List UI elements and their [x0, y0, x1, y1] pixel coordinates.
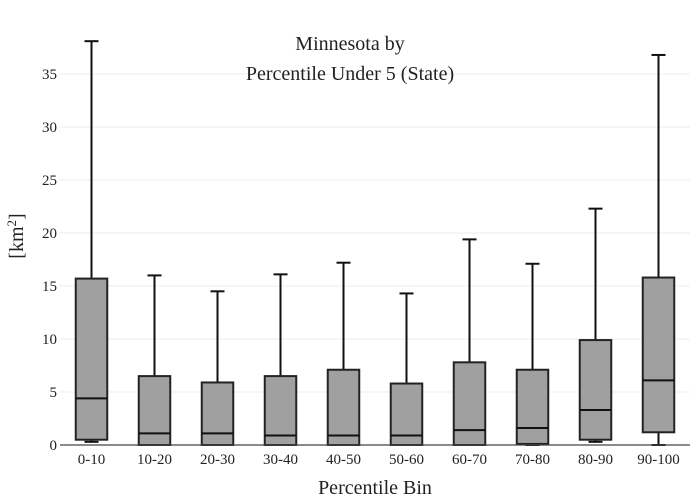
- x-tick-label: 70-80: [515, 452, 550, 468]
- box-0-10: [74, 40, 109, 443]
- iqr-box: [515, 368, 550, 445]
- box-40-50: [326, 261, 361, 447]
- x-tick-label: 90-100: [637, 452, 680, 468]
- y-tick-label: 5: [50, 385, 58, 401]
- box-10-20: [137, 274, 172, 447]
- x-tick-label: 10-20: [137, 452, 172, 468]
- box-70-80: [515, 262, 550, 446]
- x-tick-label: 50-60: [389, 452, 424, 468]
- y-tick-label: 30: [42, 120, 57, 136]
- x-tick-label: 0-10: [78, 452, 106, 468]
- x-tick-label: 20-30: [200, 452, 235, 468]
- iqr-box: [641, 276, 676, 434]
- x-tick-label: 40-50: [326, 452, 361, 468]
- y-tick-label: 0: [50, 438, 58, 454]
- box-80-90: [578, 207, 613, 443]
- iqr-box: [200, 381, 235, 447]
- x-tick-label: 60-70: [452, 452, 487, 468]
- y-tick-label: 35: [42, 67, 57, 83]
- y-tick-label: 25: [42, 173, 57, 189]
- y-tick-label: 10: [42, 332, 57, 348]
- x-tick-label: 80-90: [578, 452, 613, 468]
- iqr-box: [452, 361, 487, 446]
- x-axis-label: Percentile Bin: [318, 477, 432, 499]
- iqr-box: [263, 375, 298, 447]
- box-90-100: [641, 53, 676, 446]
- box-60-70: [452, 238, 487, 446]
- grid-lines: [60, 73, 690, 393]
- x-tick-labels: 0-10 10-20 20-30 30-40 40-50 50-60 60-70 70-80 8…: [78, 452, 680, 468]
- iqr-box: [137, 375, 172, 447]
- x-tick-label: 30-40: [263, 452, 298, 468]
- y-tick-labels: 0 5 10 15 20 25 30 35: [42, 67, 57, 454]
- y-axis-label-superscript: 2: [4, 220, 19, 227]
- y-tick-label: 20: [42, 226, 57, 242]
- chart-title-line2: Percentile Under 5 (State): [246, 63, 454, 85]
- y-tick-label: 15: [42, 279, 57, 295]
- box-30-40: [263, 273, 298, 447]
- y-axis-label-base: [km: [6, 226, 28, 259]
- iqr-box: [578, 339, 613, 441]
- y-axis-label-end: ]: [6, 213, 28, 220]
- iqr-box: [326, 368, 361, 447]
- box-50-60: [389, 292, 424, 446]
- y-axis-label: [km2]: [4, 213, 28, 258]
- boxes: [74, 40, 676, 447]
- iqr-box: [74, 277, 109, 441]
- chart-title-line1: Minnesota by: [295, 33, 404, 55]
- box-20-30: [200, 290, 235, 447]
